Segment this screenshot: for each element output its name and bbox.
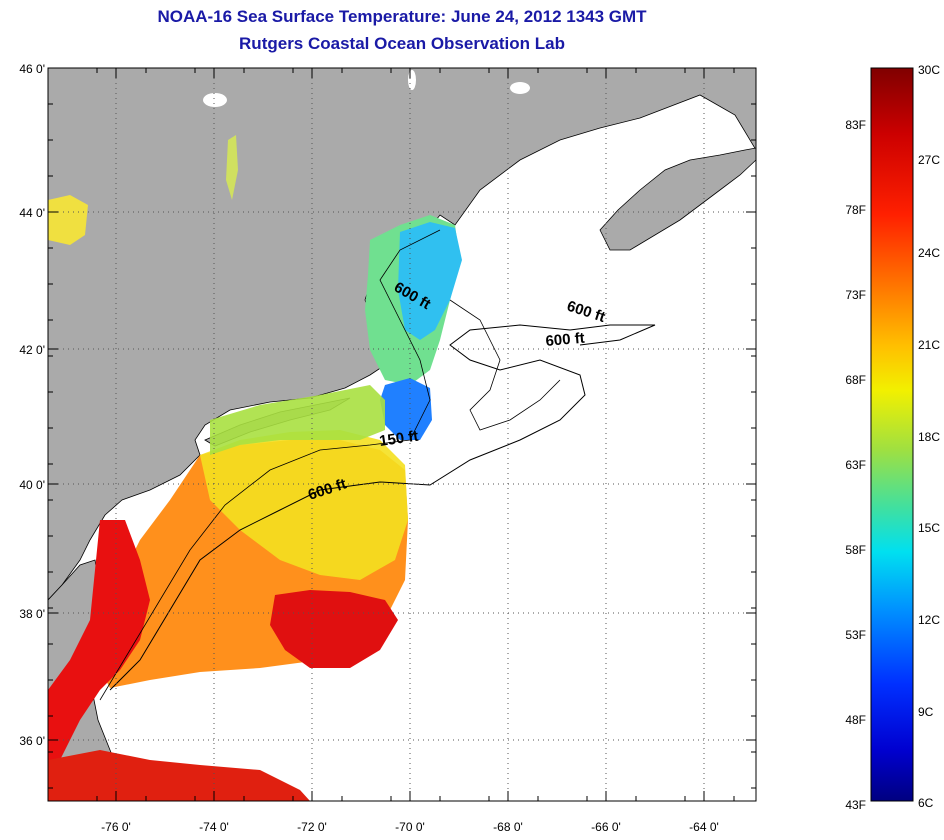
colorbar-f-label: 68F [845, 373, 866, 387]
colorbar-c-label: 6C [918, 796, 934, 810]
lon-tick-label: -76 0' [101, 820, 131, 834]
colorbar [870, 67, 914, 802]
colorbar-c-label: 9C [918, 705, 934, 719]
lat-tick-label: 40 0' [19, 478, 45, 492]
contour-600ft [109, 324, 656, 691]
sst-cape-cod-blue [380, 378, 432, 440]
lat-tick-label: 44 0' [19, 206, 45, 220]
map-axes: 46 0' 44 0' 42 0' 40 0' 38 0' 36 0' -76 0' -74 … [19, 62, 756, 834]
sst-gulf-stream [270, 590, 398, 668]
lon-tick-label: -72 0' [297, 820, 327, 834]
contour-150ft [99, 229, 441, 701]
map-frame [47, 67, 757, 802]
colorbar-f-label: 63F [845, 458, 866, 472]
colorbar-f-label: 58F [845, 543, 866, 557]
colorbar-f-label: 48F [845, 713, 866, 727]
sst-lake-erie [48, 195, 88, 245]
lake [510, 82, 530, 94]
colorbar-c-label: 21C [918, 338, 940, 352]
lat-tick-label: 46 0' [19, 62, 45, 76]
sst-southern-ne-green [210, 385, 385, 455]
colorbar-f-label: 43F [845, 798, 866, 812]
lake [203, 93, 227, 107]
lon-tick-label: -64 0' [689, 820, 719, 834]
lat-tick-label: 42 0' [19, 343, 45, 357]
map-area [48, 68, 756, 801]
map-subtitle: Rutgers Coastal Ocean Observation Lab [239, 34, 565, 53]
colorbar-f-label: 53F [845, 628, 866, 642]
colorbar-c-label: 12C [918, 613, 940, 627]
sst-georges-cyan [398, 222, 462, 340]
colorbar-c-label: 30C [918, 63, 940, 77]
colorbar-f-label: 73F [845, 288, 866, 302]
lon-tick-label: -66 0' [591, 820, 621, 834]
sst-lake-champlain [226, 135, 238, 200]
contour-label: 150 ft [378, 428, 419, 450]
lake [408, 70, 416, 90]
land-nova-scotia [599, 147, 756, 251]
sst-south-red [48, 750, 310, 801]
lat-tick-label: 36 0' [19, 734, 45, 748]
graticule [48, 68, 756, 801]
sst-yellow-shelf [200, 430, 408, 580]
colorbar-c-label: 24C [918, 246, 940, 260]
sst-bay-red [48, 520, 150, 780]
contour-gulf-maine [449, 299, 561, 431]
map-title: NOAA-16 Sea Surface Temperature: June 24… [157, 7, 647, 26]
lon-tick-label: -70 0' [395, 820, 425, 834]
colorbar-labels: 83F 78F 73F 68F 63F 58F 53F 48F 43F 30C 27C 24C 21C 1… [845, 63, 940, 812]
colorbar-c-label: 27C [918, 153, 940, 167]
colorbar-c-label: 18C [918, 430, 940, 444]
colorbar-f-label: 78F [845, 203, 866, 217]
contour-label: 600 ft [545, 330, 586, 350]
lon-tick-label: -68 0' [493, 820, 523, 834]
lon-tick-label: -74 0' [199, 820, 229, 834]
lat-tick-label: 38 0' [19, 607, 45, 621]
colorbar-c-label: 15C [918, 521, 940, 535]
colorbar-f-label: 83F [845, 118, 866, 132]
